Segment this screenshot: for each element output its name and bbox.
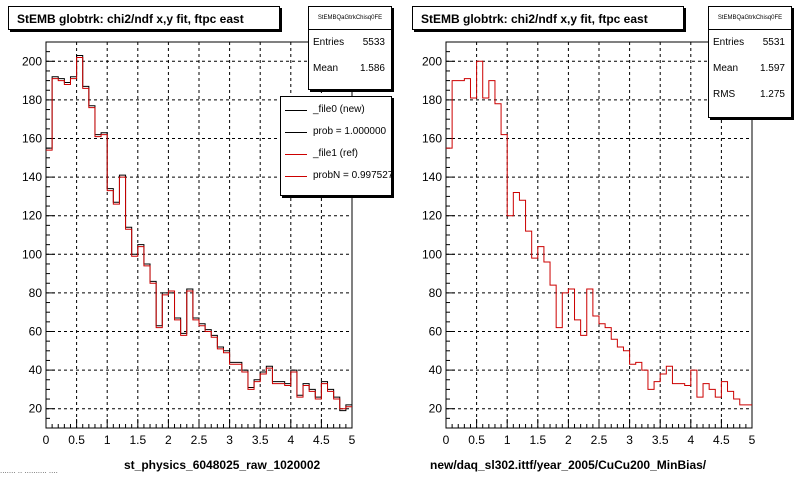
x-tick-label: 0.5 [68, 433, 85, 447]
stats-entries-row: Entries 5531 [709, 30, 791, 56]
x-tick-label: 3 [626, 433, 633, 447]
x-tick-label: 3 [226, 433, 233, 447]
stats-mean-row: Mean 1.597 [709, 56, 791, 82]
legend-label-new: _file0 (new) [313, 104, 365, 115]
x-tick-label: 3.5 [652, 433, 669, 447]
stats-name: StEMBQaGtrkChisq0FE [709, 7, 791, 30]
y-tick-label: 60 [429, 325, 443, 339]
left-stats-box: StEMBQaGtrkChisq0FE Entries 5533 Mean 1.… [308, 6, 392, 90]
x-tick-label: 4.5 [313, 433, 330, 447]
y-tick-label: 140 [422, 170, 442, 184]
legend-entry-new: _file0 (new) [281, 99, 391, 121]
legend-entry-probn: probN = 0.997527 [281, 165, 391, 187]
stats-name: StEMBQaGtrkChisq0FE [309, 7, 391, 30]
y-tick-label: 80 [29, 286, 43, 300]
legend-label-prob: prob = 1.000000 [313, 126, 387, 137]
legend-label-probn: probN = 0.997527 [313, 170, 392, 181]
legend-line-new [285, 110, 307, 111]
stats-entries-label: Entries [713, 37, 745, 48]
legend-entry-ref: _file1 (ref) [281, 143, 391, 165]
histogram-series-b [46, 56, 352, 410]
y-tick-label: 40 [29, 363, 43, 377]
y-tick-label: 20 [429, 402, 443, 416]
x-tick-label: 0 [443, 433, 450, 447]
y-tick-label: 160 [422, 132, 442, 146]
x-tick-label: 2 [165, 433, 172, 447]
x-tick-label: 0.5 [468, 433, 485, 447]
x-tick-label: 5 [749, 433, 756, 447]
stats-mean-value: 1.586 [359, 63, 385, 74]
stats-rms-label: RMS [713, 89, 736, 100]
x-tick-label: 4 [687, 433, 694, 447]
y-tick-label: 120 [22, 209, 42, 223]
x-tick-label: 1.5 [529, 433, 546, 447]
x-tick-label: 2 [565, 433, 572, 447]
y-tick-label: 60 [29, 325, 43, 339]
stats-rms-row: RMS 1.275 [709, 82, 791, 108]
y-tick-label: 160 [22, 132, 42, 146]
legend-line-probn [285, 176, 307, 177]
x-tick-label: 0 [43, 433, 50, 447]
y-tick-label: 20 [29, 402, 43, 416]
footer-text: ....... .. .......... .... [0, 466, 58, 475]
legend-label-ref: _file1 (ref) [313, 148, 359, 159]
histogram-series-a [446, 60, 752, 406]
right-x-axis-title: new/daq_sl302.ittf/year_2005/CuCu200_Min… [430, 458, 707, 472]
stats-mean-label: Mean [713, 63, 739, 74]
stats-entries-label: Entries [313, 37, 345, 48]
y-tick-label: 40 [429, 363, 443, 377]
stats-entries-value: 5531 [762, 37, 785, 48]
y-tick-label: 200 [422, 54, 442, 68]
y-tick-label: 100 [422, 247, 442, 261]
stats-entries-value: 5533 [362, 37, 385, 48]
left-x-axis-title: st_physics_6048025_raw_1020002 [124, 458, 321, 472]
x-tick-label: 1.5 [129, 433, 146, 447]
legend-line-prob [285, 132, 307, 133]
y-tick-label: 180 [22, 93, 42, 107]
y-tick-label: 80 [429, 286, 443, 300]
left-legend: _file0 (new) prob = 1.000000 _file1 (ref… [280, 96, 392, 196]
legend-entry-prob: prob = 1.000000 [281, 121, 391, 143]
y-tick-label: 200 [22, 54, 42, 68]
y-tick-label: 140 [22, 170, 42, 184]
y-tick-label: 100 [22, 247, 42, 261]
stats-mean-value: 1.597 [759, 63, 785, 74]
right-stats-box: StEMBQaGtrkChisq0FE Entries 5531 Mean 1.… [708, 6, 792, 118]
right-chart-title: StEMB globtrk: chi2/ndf x,y fit, ftpc ea… [412, 6, 684, 30]
x-tick-label: 5 [349, 433, 356, 447]
x-tick-label: 2.5 [591, 433, 608, 447]
legend-line-ref [285, 154, 307, 155]
stats-mean-label: Mean [313, 63, 339, 74]
x-tick-label: 1 [504, 433, 511, 447]
x-tick-label: 1 [104, 433, 111, 447]
left-chart-title: StEMB globtrk: chi2/ndf x,y fit, ftpc ea… [8, 6, 280, 30]
x-tick-label: 4.5 [713, 433, 730, 447]
stats-entries-row: Entries 5533 [309, 30, 391, 56]
y-tick-label: 120 [422, 209, 442, 223]
x-tick-label: 3.5 [252, 433, 269, 447]
stats-mean-row: Mean 1.586 [309, 56, 391, 82]
x-tick-label: 2.5 [191, 433, 208, 447]
y-tick-label: 180 [422, 93, 442, 107]
stats-rms-value: 1.275 [759, 89, 785, 100]
x-tick-label: 4 [287, 433, 294, 447]
